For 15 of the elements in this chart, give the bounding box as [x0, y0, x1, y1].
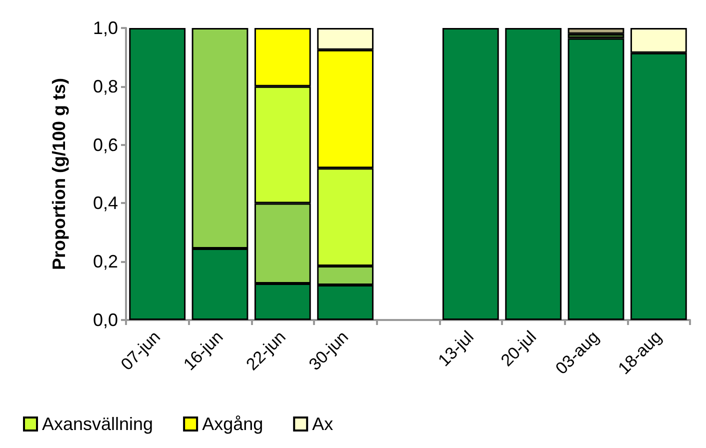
legend-label: Ax — [312, 414, 334, 434]
bar — [568, 28, 624, 34]
y-tick-label: 0,4 — [92, 193, 118, 214]
bar — [442, 28, 499, 320]
bar — [129, 28, 186, 320]
y-tick-label: 0,2 — [92, 252, 118, 272]
y-tick-label: 1,0 — [92, 18, 118, 38]
legend-label: Axansvällning — [42, 414, 154, 434]
y-axis-title: Proportion (g/100 g ts) — [49, 78, 69, 270]
bar — [505, 28, 562, 320]
legend-label: Axgång — [202, 414, 264, 434]
bar — [568, 38, 624, 320]
y-tick-label: 0,0 — [92, 310, 118, 330]
y-tick-label: 0,6 — [92, 134, 118, 155]
y-tick-label: 0,8 — [92, 76, 118, 96]
